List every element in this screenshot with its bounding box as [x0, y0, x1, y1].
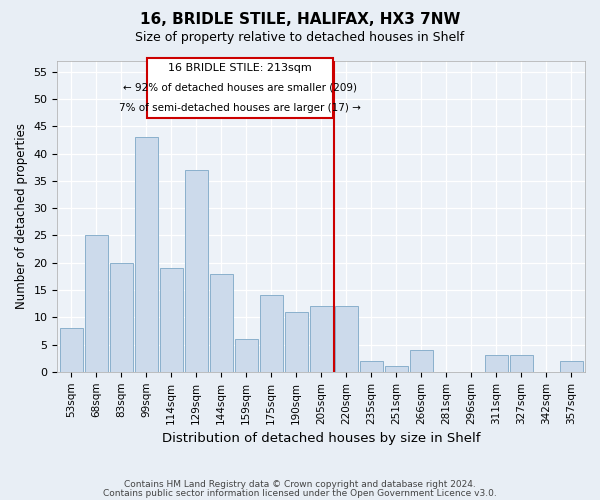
Bar: [160, 268, 182, 372]
Bar: [148, 58, 333, 118]
Bar: [260, 296, 283, 372]
Bar: [284, 312, 308, 372]
Bar: [310, 306, 333, 372]
Bar: [485, 356, 508, 372]
Bar: [335, 306, 358, 372]
Text: Contains public sector information licensed under the Open Government Licence v3: Contains public sector information licen…: [103, 489, 497, 498]
Y-axis label: Number of detached properties: Number of detached properties: [15, 124, 28, 310]
Bar: [235, 339, 257, 372]
X-axis label: Distribution of detached houses by size in Shelf: Distribution of detached houses by size …: [162, 432, 481, 445]
Bar: [185, 170, 208, 372]
Text: Size of property relative to detached houses in Shelf: Size of property relative to detached ho…: [136, 31, 464, 44]
Bar: [385, 366, 408, 372]
Text: Contains HM Land Registry data © Crown copyright and database right 2024.: Contains HM Land Registry data © Crown c…: [124, 480, 476, 489]
Text: 16 BRIDLE STILE: 213sqm: 16 BRIDLE STILE: 213sqm: [169, 62, 312, 72]
Text: 7% of semi-detached houses are larger (17) →: 7% of semi-detached houses are larger (1…: [119, 102, 361, 113]
Bar: [410, 350, 433, 372]
Bar: [110, 262, 133, 372]
Text: ← 92% of detached houses are smaller (209): ← 92% of detached houses are smaller (20…: [124, 82, 358, 92]
Text: 16, BRIDLE STILE, HALIFAX, HX3 7NW: 16, BRIDLE STILE, HALIFAX, HX3 7NW: [140, 12, 460, 28]
Bar: [59, 328, 83, 372]
Bar: [510, 356, 533, 372]
Bar: [134, 137, 158, 372]
Bar: [360, 361, 383, 372]
Bar: [209, 274, 233, 372]
Bar: [85, 236, 107, 372]
Bar: [560, 361, 583, 372]
